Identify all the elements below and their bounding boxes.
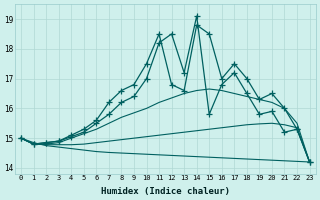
X-axis label: Humidex (Indice chaleur): Humidex (Indice chaleur) bbox=[101, 187, 230, 196]
